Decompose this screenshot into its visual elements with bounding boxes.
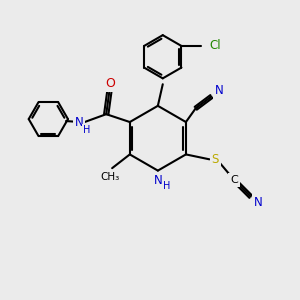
Text: N: N [254,196,263,209]
Text: O: O [105,77,115,90]
Text: CH₃: CH₃ [100,172,120,182]
Text: N: N [75,116,84,128]
Text: S: S [212,153,219,166]
Text: C: C [230,175,238,185]
Text: H: H [163,181,170,191]
Text: H: H [83,125,90,135]
Text: N: N [215,84,224,97]
Text: N: N [154,174,162,187]
Text: Cl: Cl [209,40,220,52]
